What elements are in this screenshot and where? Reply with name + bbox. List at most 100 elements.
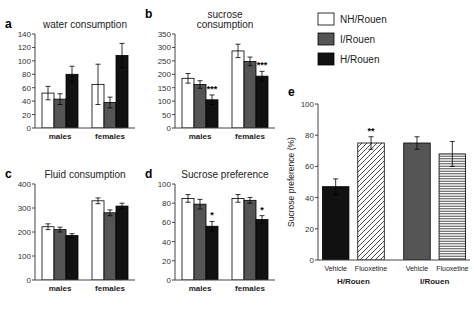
legend: NH/Rouen I/Rouen H/Rouen — [318, 13, 387, 65]
y-tick-label: 0 — [27, 124, 32, 133]
bar — [244, 200, 256, 280]
panel-label: b — [145, 7, 152, 21]
marks — [182, 44, 268, 128]
error-bar — [58, 94, 63, 105]
x-tick-label: males — [189, 132, 212, 141]
y-tick-label: 400 — [18, 180, 32, 189]
x-tick-label: males — [189, 284, 212, 293]
error-bar — [248, 197, 253, 203]
y-tick-label: 60 — [22, 84, 31, 93]
y-tick-label: 100 — [158, 97, 172, 106]
marks — [42, 198, 128, 280]
legend-label: H/Rouen — [340, 54, 379, 65]
x-axis — [35, 128, 135, 129]
legend-label: I/Rouen — [340, 34, 375, 45]
bar — [182, 78, 194, 128]
error-bar — [46, 86, 51, 99]
y-axis — [175, 34, 176, 128]
error-bar — [70, 66, 75, 82]
bar — [194, 84, 206, 128]
error-bar — [186, 73, 191, 83]
y-tick-label: 20 — [22, 111, 31, 120]
bar — [404, 143, 431, 260]
error-bar — [236, 44, 241, 57]
x-tick-label: males — [49, 132, 72, 141]
marks — [42, 43, 128, 128]
bar — [439, 154, 466, 260]
y-tick-label: 20 — [305, 225, 314, 234]
marks — [322, 137, 465, 260]
y-tick-label: 100 — [301, 100, 315, 109]
panel: 020406080100Sucrose preference (%)Vehicl… — [286, 85, 470, 286]
significance-label: ** — [368, 126, 376, 136]
error-bar — [46, 224, 51, 230]
significance-label: *** — [257, 60, 268, 70]
group-label: H/Rouen — [337, 277, 370, 286]
error-bar — [96, 198, 101, 204]
y-tick-label: 80 — [305, 131, 314, 140]
bar — [92, 201, 104, 280]
panel: Fluid consumption0100200300400malesfemal… — [5, 167, 135, 293]
bar — [358, 143, 385, 260]
bar — [66, 236, 78, 280]
legend-swatch — [318, 33, 334, 45]
panel-label: c — [5, 167, 12, 181]
y-tick-label: 200 — [158, 70, 172, 79]
y-tick-label: 40 — [22, 97, 31, 106]
y-tick-label: 40 — [162, 238, 171, 247]
x-axis — [175, 280, 275, 281]
legend-label: NH/Rouen — [340, 14, 387, 25]
y-axis — [35, 184, 36, 280]
panel-label: e — [288, 85, 295, 99]
panel: sucroseconsumption050100150200250300350m… — [145, 7, 275, 141]
panel-label: d — [145, 167, 152, 181]
y-tick-label: 150 — [158, 84, 172, 93]
significance-label: * — [260, 205, 264, 215]
x-tick-label: Fluoxetine — [355, 265, 387, 272]
bar — [206, 226, 218, 280]
error-bar — [210, 95, 215, 105]
y-axis — [35, 34, 36, 128]
y-tick-label: 200 — [18, 228, 32, 237]
x-tick-label: females — [235, 132, 265, 141]
title-line: water consumption — [42, 19, 127, 30]
y-tick-label: 350 — [158, 30, 172, 39]
x-axis — [318, 260, 470, 261]
y-tick-label: 0 — [167, 276, 172, 285]
figure: water consumption020406080100120140males… — [0, 0, 474, 316]
y-tick-label: 80 — [22, 70, 31, 79]
y-axis — [175, 184, 176, 280]
title-line: Sucrose preference — [181, 169, 269, 180]
error-bar — [333, 179, 338, 195]
error-bar — [120, 43, 125, 67]
x-tick-label: males — [49, 284, 72, 293]
bar — [194, 204, 206, 280]
error-bar — [260, 216, 265, 224]
y-tick-label: 0 — [27, 276, 32, 285]
panel-title: water consumption — [42, 19, 127, 30]
bar — [42, 227, 54, 280]
y-tick-label: 20 — [162, 257, 171, 266]
error-bar — [198, 199, 203, 209]
bar — [256, 220, 268, 280]
x-tick-label: females — [95, 132, 125, 141]
legend-swatch — [318, 13, 334, 25]
error-bar — [260, 71, 265, 81]
panel-label: a — [5, 17, 12, 31]
y-tick-label: 300 — [158, 43, 172, 52]
y-tick-label: 120 — [18, 43, 32, 52]
error-bar — [248, 57, 253, 66]
error-bar — [120, 203, 125, 209]
panel-title: Sucrose preference — [181, 169, 269, 180]
error-bar — [108, 210, 113, 216]
title-line: Fluid consumption — [44, 169, 125, 180]
error-bar — [96, 64, 101, 104]
y-tick-label: 0 — [167, 124, 172, 133]
x-axis — [175, 128, 275, 129]
panel-title: sucroseconsumption — [197, 9, 254, 30]
y-tick-label: 50 — [162, 111, 171, 120]
legend-swatch — [318, 53, 334, 65]
y-tick-label: 60 — [162, 218, 171, 227]
y-tick-label: 60 — [305, 162, 314, 171]
panel: water consumption020406080100120140males… — [5, 17, 135, 141]
